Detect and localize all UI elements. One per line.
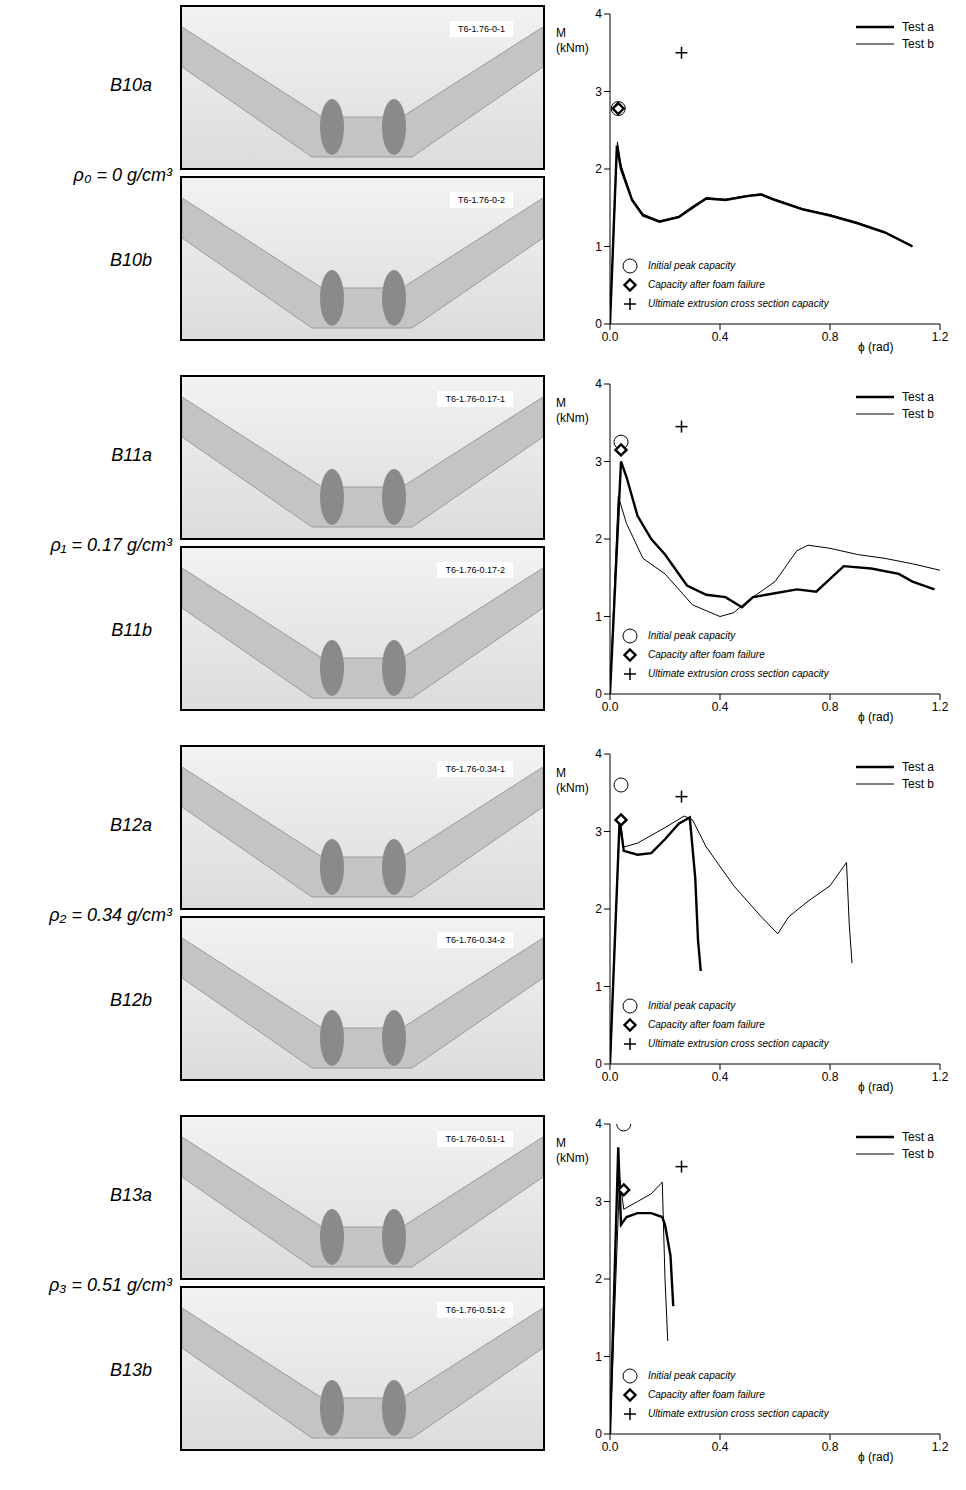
html-text:M: M — [556, 396, 566, 410]
html-text:Initial peak capacity: Initial peak capacity — [648, 1370, 736, 1381]
html-text:Capacity after foam failure: Capacity after foam failure — [648, 649, 765, 660]
svg-text:4: 4 — [595, 1117, 602, 1131]
html-text:T6-1.76-0-2: T6-1.76-0-2 — [458, 195, 505, 205]
html-text:Initial peak capacity: Initial peak capacity — [648, 630, 736, 641]
html-text:Ultimate extrusion cross secti: Ultimate extrusion cross section capacit… — [648, 1408, 829, 1419]
html-text:Test a: Test a — [902, 759, 934, 774]
html-text:Ultimate extrusion cross secti: Ultimate extrusion cross section capacit… — [648, 668, 829, 679]
html-text:Initial peak capacity: Initial peak capacity — [648, 1000, 736, 1011]
html-text:Capacity after foam failure: Capacity after foam failure — [648, 1389, 765, 1400]
svg-text:0: 0 — [595, 317, 602, 331]
svg-text:2: 2 — [595, 902, 602, 916]
html-text:B11b: B11b — [111, 620, 152, 640]
svg-text:0.8: 0.8 — [822, 1440, 839, 1454]
html-text:M: M — [556, 1136, 566, 1150]
html-text:T6-1.76-0.17-2: T6-1.76-0.17-2 — [445, 565, 505, 575]
svg-text:0.8: 0.8 — [822, 700, 839, 714]
svg-text:4: 4 — [595, 7, 602, 21]
svg-text:3: 3 — [595, 825, 602, 839]
svg-text:0.0: 0.0 — [602, 700, 619, 714]
html-text:Initial peak capacity: Initial peak capacity — [648, 260, 736, 271]
html-text:ρ₃ = 0.51 g/cm³: ρ₃ = 0.51 g/cm³ — [49, 1275, 172, 1295]
html-text:T6-1.76-0.17-1: T6-1.76-0.17-1 — [445, 394, 505, 404]
html-text:(kNm): (kNm) — [556, 411, 589, 425]
svg-text:4: 4 — [595, 377, 602, 391]
html-text:Test b: Test b — [902, 776, 934, 791]
svg-text:0.0: 0.0 — [602, 1070, 619, 1084]
html-text:T6-1.76-0.51-1: T6-1.76-0.51-1 — [445, 1134, 505, 1144]
html-text:B10a: B10a — [110, 75, 152, 95]
svg-text:0: 0 — [595, 1427, 602, 1441]
html-text:Test a: Test a — [902, 1129, 934, 1144]
svg-text:1.2: 1.2 — [932, 1440, 949, 1454]
svg-text:0.4: 0.4 — [712, 1440, 729, 1454]
html-text:(kNm): (kNm) — [556, 1151, 589, 1165]
html-text:ϕ (rad): ϕ (rad) — [858, 340, 894, 354]
html-text:B13b: B13b — [110, 1360, 152, 1380]
html-text:ρ₀ = 0 g/cm³: ρ₀ = 0 g/cm³ — [73, 165, 172, 185]
svg-text:0.0: 0.0 — [602, 330, 619, 344]
html-text:B11a: B11a — [111, 445, 152, 465]
html-text:Test b: Test b — [902, 36, 934, 51]
html-text:M: M — [556, 766, 566, 780]
svg-text:0.4: 0.4 — [712, 1070, 729, 1084]
svg-text:1: 1 — [595, 610, 602, 624]
html-text:ϕ (rad): ϕ (rad) — [858, 1080, 894, 1094]
svg-text:2: 2 — [595, 1272, 602, 1286]
svg-text:4: 4 — [595, 747, 602, 761]
html-text:Ultimate extrusion cross secti: Ultimate extrusion cross section capacit… — [648, 298, 829, 309]
html-text:ρ₁ = 0.17 g/cm³: ρ₁ = 0.17 g/cm³ — [50, 535, 172, 555]
svg-text:3: 3 — [595, 455, 602, 469]
svg-text:1: 1 — [595, 980, 602, 994]
svg-text:1.2: 1.2 — [932, 330, 949, 344]
svg-text:2: 2 — [595, 162, 602, 176]
html-text:Test a: Test a — [902, 389, 934, 404]
html-text:B12a: B12a — [110, 815, 152, 835]
svg-text:0: 0 — [595, 1057, 602, 1071]
svg-text:0: 0 — [595, 687, 602, 701]
html-text:Test a: Test a — [902, 19, 934, 34]
svg-text:1: 1 — [595, 1350, 602, 1364]
svg-text:0.8: 0.8 — [822, 330, 839, 344]
svg-text:3: 3 — [595, 1195, 602, 1209]
svg-text:3: 3 — [595, 85, 602, 99]
svg-text:0.4: 0.4 — [712, 330, 729, 344]
html-text:Capacity after foam failure: Capacity after foam failure — [648, 1019, 765, 1030]
svg-text:1.2: 1.2 — [932, 700, 949, 714]
html-text:(kNm): (kNm) — [556, 41, 589, 55]
html-text:M: M — [556, 26, 566, 40]
svg-text:1.2: 1.2 — [932, 1070, 949, 1084]
svg-text:0.0: 0.0 — [602, 1440, 619, 1454]
html-text:T6-1.76-0-1: T6-1.76-0-1 — [458, 24, 505, 34]
html-text:ρ₂ = 0.34 g/cm³: ρ₂ = 0.34 g/cm³ — [49, 905, 172, 925]
html-text:ϕ (rad): ϕ (rad) — [858, 710, 894, 724]
svg-text:2: 2 — [595, 532, 602, 546]
html-text:Test b: Test b — [902, 406, 934, 421]
html-text:B10b: B10b — [110, 250, 152, 270]
html-text:T6-1.76-0.34-2: T6-1.76-0.34-2 — [445, 935, 505, 945]
html-text:B13a: B13a — [110, 1185, 152, 1205]
html-text:Test b: Test b — [902, 1146, 934, 1161]
html-text:ϕ (rad): ϕ (rad) — [858, 1450, 894, 1464]
html-text:T6-1.76-0.34-1: T6-1.76-0.34-1 — [445, 764, 505, 774]
html-text:Ultimate extrusion cross secti: Ultimate extrusion cross section capacit… — [648, 1038, 829, 1049]
svg-text:0.4: 0.4 — [712, 700, 729, 714]
html-text:B12b: B12b — [110, 990, 152, 1010]
html-text:T6-1.76-0.51-2: T6-1.76-0.51-2 — [445, 1305, 505, 1315]
html-text:Capacity after foam failure: Capacity after foam failure — [648, 279, 765, 290]
svg-text:0.8: 0.8 — [822, 1070, 839, 1084]
html-text:(kNm): (kNm) — [556, 781, 589, 795]
svg-text:1: 1 — [595, 240, 602, 254]
